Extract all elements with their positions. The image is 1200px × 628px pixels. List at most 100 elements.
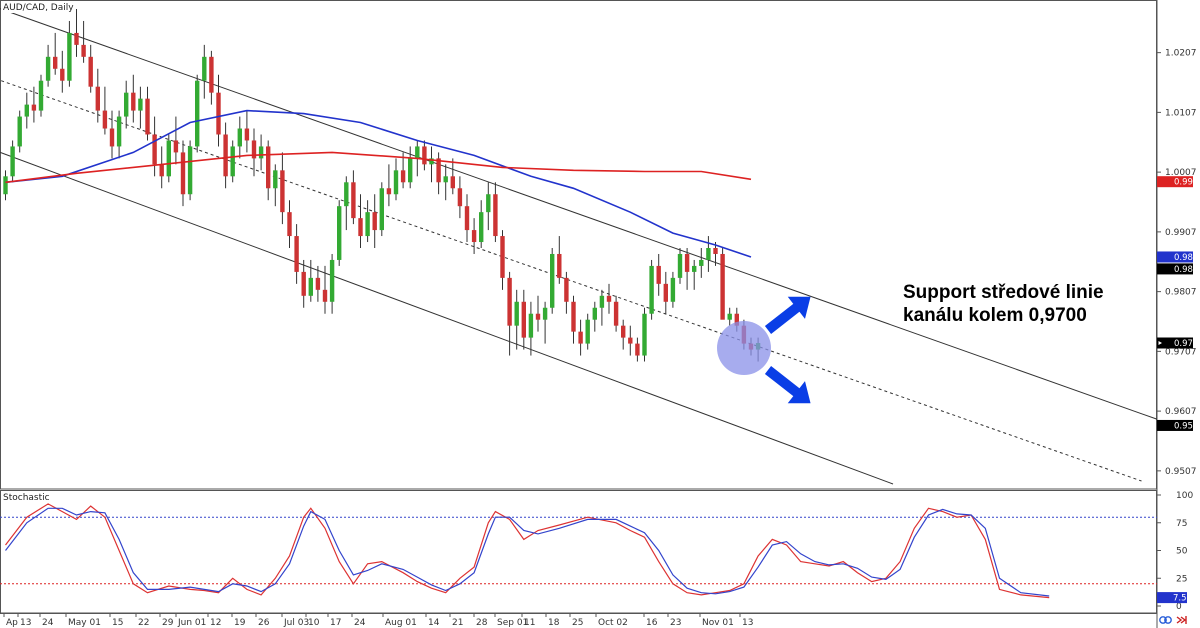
- candle-body: [734, 313, 739, 326]
- candle-body: [266, 146, 271, 189]
- price-tag-label: 0.9721: [1174, 339, 1200, 349]
- channel-line-0: [0, 8, 1157, 420]
- candle-body: [706, 248, 711, 260]
- price-tag-box: [1157, 263, 1193, 275]
- price-tick-label: 0.9907: [1165, 228, 1197, 238]
- candle-body: [663, 283, 668, 302]
- candle-body: [88, 56, 93, 87]
- candle-body: [635, 343, 640, 356]
- price-tag-label: 0.9845: [1174, 265, 1200, 275]
- annotation-text: Support středové linie kanálu kolem 0,97…: [903, 281, 1163, 327]
- date-tick-label: 13: [742, 618, 753, 628]
- candle-body: [606, 295, 612, 302]
- stochastic-title: Stochastic: [3, 493, 50, 503]
- price-tag-box: [1157, 176, 1193, 188]
- candle-body: [116, 116, 122, 147]
- candle-body: [507, 277, 512, 326]
- stochastic-value-box: [1157, 592, 1187, 604]
- date-tick-label: May 01: [68, 618, 101, 628]
- support-highlight-circle: [717, 321, 771, 375]
- candle-body: [400, 170, 406, 183]
- date-tick-label: 22: [138, 618, 149, 628]
- price-tag-box: [1157, 251, 1193, 263]
- candle-body: [81, 44, 86, 57]
- price-tick-label: 1.0107: [1165, 108, 1197, 118]
- candle-body: [202, 56, 207, 81]
- candle-body: [408, 158, 413, 183]
- stochastic-line-1: [5, 507, 1050, 597]
- candle-body: [223, 134, 228, 177]
- candle-body: [550, 253, 555, 308]
- candle-body: [471, 230, 477, 243]
- arrow-up-icon: [764, 296, 811, 334]
- candle-body: [727, 313, 732, 320]
- arrow-down-icon: [764, 366, 811, 404]
- candle-body: [280, 170, 285, 213]
- moving-average-line-0: [5, 109, 752, 258]
- candle-body: [195, 80, 200, 147]
- date-tick-label: 15: [112, 618, 123, 628]
- candle-body: [535, 313, 541, 320]
- candle-body: [258, 146, 264, 159]
- candle-body: [692, 265, 697, 272]
- candle-body: [571, 301, 576, 332]
- candle-body: [31, 104, 37, 111]
- price-tick-label: 1.0007: [1165, 168, 1197, 178]
- candle-body: [528, 313, 534, 338]
- date-tick-label: 23: [670, 618, 681, 628]
- date-tick-label: Aug 01: [385, 618, 417, 628]
- date-tick-label: Oct 02: [598, 618, 628, 628]
- date-tick-label: 19: [234, 618, 246, 628]
- candle-body: [53, 56, 58, 69]
- candle-body: [429, 158, 434, 165]
- stochastic-tick-label: 50: [1176, 547, 1188, 557]
- date-tick-label: 17: [330, 618, 341, 628]
- candle-body: [180, 152, 186, 195]
- candle-body: [3, 176, 8, 195]
- candle-body: [237, 128, 242, 147]
- scroll-end-icon[interactable]: [1176, 616, 1187, 624]
- stochastic-lines: [5, 503, 1050, 599]
- candle-body: [17, 116, 22, 147]
- channel-line-2: [0, 151, 894, 485]
- candle-body: [251, 140, 257, 159]
- candle-body: [45, 56, 51, 81]
- candle-body: [542, 307, 548, 320]
- link-icon[interactable]: [1159, 616, 1172, 624]
- stochastic-tick-label: 75: [1176, 519, 1187, 529]
- candle-body: [450, 176, 455, 189]
- stochastic-line-0: [5, 503, 1050, 599]
- date-tick-label: 26: [258, 618, 270, 628]
- date-tick-label: 25: [572, 618, 583, 628]
- price-tag-box: [1157, 419, 1193, 431]
- candle-body: [464, 206, 470, 231]
- candle-body: [60, 68, 65, 81]
- candle-body: [358, 218, 363, 237]
- candle-body: [102, 110, 108, 129]
- price-tick-label: 1.0207: [1165, 49, 1197, 59]
- date-tick-label: 24: [354, 618, 366, 628]
- candle-body: [379, 188, 384, 231]
- date-tick-label: 16: [646, 618, 658, 628]
- date-tick-label: 29: [162, 618, 174, 628]
- candle-body: [273, 170, 278, 189]
- candle-body: [649, 265, 654, 314]
- date-tick-label: Nov 01: [702, 618, 734, 628]
- date-tick-label: 18: [548, 618, 560, 628]
- candlesticks: [3, 9, 761, 362]
- candle-body: [436, 158, 441, 183]
- candle-body: [670, 277, 676, 302]
- candle-body: [337, 206, 342, 260]
- candle-body: [486, 194, 491, 213]
- date-tick-label: Sep 01: [497, 618, 528, 628]
- price-tag-label: 0.9583: [1174, 421, 1200, 431]
- candle-body: [294, 236, 299, 272]
- candle-body: [287, 212, 292, 237]
- candle-body: [585, 319, 590, 344]
- candle-body: [344, 182, 349, 207]
- candle-body: [479, 212, 484, 243]
- candle-body: [621, 325, 626, 338]
- candle-body: [138, 98, 143, 111]
